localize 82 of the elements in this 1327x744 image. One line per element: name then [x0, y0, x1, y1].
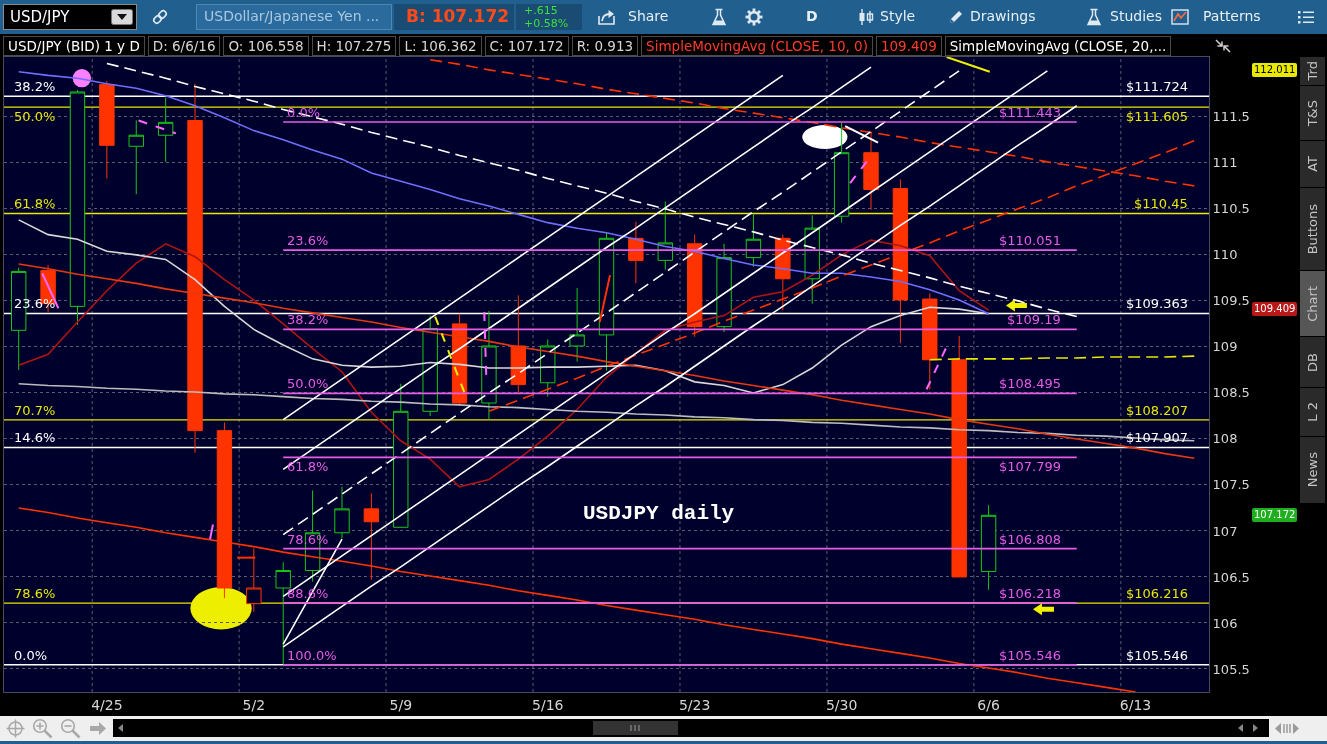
chart-title: USD/JPY (BID) 1 y D	[3, 36, 145, 56]
text: Buttons	[1305, 203, 1320, 255]
text: Studies	[1110, 8, 1162, 24]
text: Share	[628, 8, 669, 24]
x-tick-label: 5/16	[531, 696, 564, 713]
y-tick-label: 110.5	[1212, 201, 1250, 217]
text: SimpleMovingAvg (CLOSE, 20,...	[944, 36, 1172, 56]
y-tick-label: 106.5	[1212, 569, 1250, 585]
annotation: 14.6%	[14, 430, 56, 445]
y-tick-label: 111.5	[1212, 109, 1250, 125]
annotation: 70.7%	[14, 403, 56, 418]
text: D: 6/6/16	[147, 36, 221, 56]
text: O: 106.558	[223, 36, 309, 56]
x-tick-label: 6/13	[1119, 696, 1152, 713]
text: 109.409	[1252, 302, 1298, 316]
ref-line-label: $106.216	[1126, 586, 1189, 601]
text: Style	[880, 8, 916, 24]
x-tick-label: 5/2	[242, 696, 266, 713]
text: SimpleMovingAvg (CLOSE, 10, 0)	[641, 36, 873, 56]
description-field: USDollar/Japanese Yen ...	[196, 4, 392, 30]
data-label: $110.051	[999, 233, 1062, 248]
x-tick-label: 5/23	[678, 696, 711, 713]
text: AT	[1305, 156, 1320, 172]
annotation: 38.2%	[14, 79, 56, 94]
text: 109.409	[875, 36, 942, 56]
text: Patterns	[1203, 8, 1261, 24]
text: B: 107.172	[406, 6, 510, 26]
ref-line-label: $111.605	[1126, 109, 1189, 124]
series-label: 61.8%	[287, 459, 329, 474]
y-tick-label: 109.5	[1212, 293, 1250, 309]
series-label: 0.0%	[287, 105, 321, 120]
symbol-field: USD/JPY	[3, 4, 137, 30]
ref-line-label: $105.546	[1126, 648, 1189, 663]
annotation: 78.6%	[14, 586, 56, 601]
annotation: USDJPY daily	[583, 502, 735, 525]
series-label: 50.0%	[287, 376, 329, 391]
annotation: 0.0%	[14, 648, 48, 663]
data-label: $111.443	[999, 105, 1062, 120]
data-label: $105.546	[999, 648, 1062, 663]
text: C: 107.172	[484, 36, 569, 56]
text: T&S	[1305, 99, 1320, 127]
text: L 2	[1305, 402, 1320, 422]
ref-line-label: $109.363	[1126, 296, 1189, 311]
y-tick-label: 106	[1212, 615, 1238, 631]
text: News	[1305, 452, 1320, 488]
y-tick-label: 108.5	[1212, 385, 1250, 401]
text: DB	[1305, 352, 1320, 372]
ref-line-label: $111.724	[1126, 79, 1189, 94]
y-tick-label: 109	[1212, 339, 1238, 355]
y-tick-label: 107.5	[1212, 477, 1250, 493]
x-tick-label: 5/30	[825, 696, 858, 713]
x-tick-label: 5/9	[389, 696, 413, 713]
data-label: $106.808	[999, 532, 1062, 547]
data-label: $106.218	[999, 586, 1062, 601]
text: 107.172	[1252, 508, 1298, 522]
series-label: 38.2%	[287, 312, 329, 327]
text: 112.011	[1252, 63, 1298, 77]
text: L: 106.362	[399, 36, 482, 56]
text: D	[806, 8, 818, 24]
text: H: 107.275	[311, 36, 397, 56]
text: +0.58%	[524, 17, 569, 30]
x-tick-label: 6/6	[977, 696, 1000, 713]
ref-line-label: $108.207	[1126, 403, 1189, 418]
y-tick-label: 108	[1212, 431, 1238, 447]
annotation: 50.0%	[14, 109, 56, 124]
data-label: $109.19	[1007, 312, 1061, 327]
y-tick-label: 107	[1212, 523, 1238, 539]
annotation: 61.8%	[14, 196, 56, 211]
text: Trd	[1305, 61, 1320, 81]
x-tick-label: 4/25	[91, 696, 123, 713]
series-label: 100.0%	[287, 648, 337, 663]
text: Chart	[1305, 285, 1320, 322]
text: Drawings	[970, 8, 1036, 24]
data-label: $107.799	[999, 459, 1062, 474]
ref-line-label: $110.45	[1134, 196, 1188, 211]
series-label: 23.6%	[287, 233, 329, 248]
text: R: 0.913	[571, 36, 639, 56]
data-label: $108.495	[999, 376, 1062, 391]
text: +.615	[524, 4, 558, 17]
y-tick-label: 105.5	[1212, 661, 1250, 677]
y-tick-label: 110	[1212, 247, 1238, 263]
y-tick-label: 111	[1212, 155, 1238, 171]
